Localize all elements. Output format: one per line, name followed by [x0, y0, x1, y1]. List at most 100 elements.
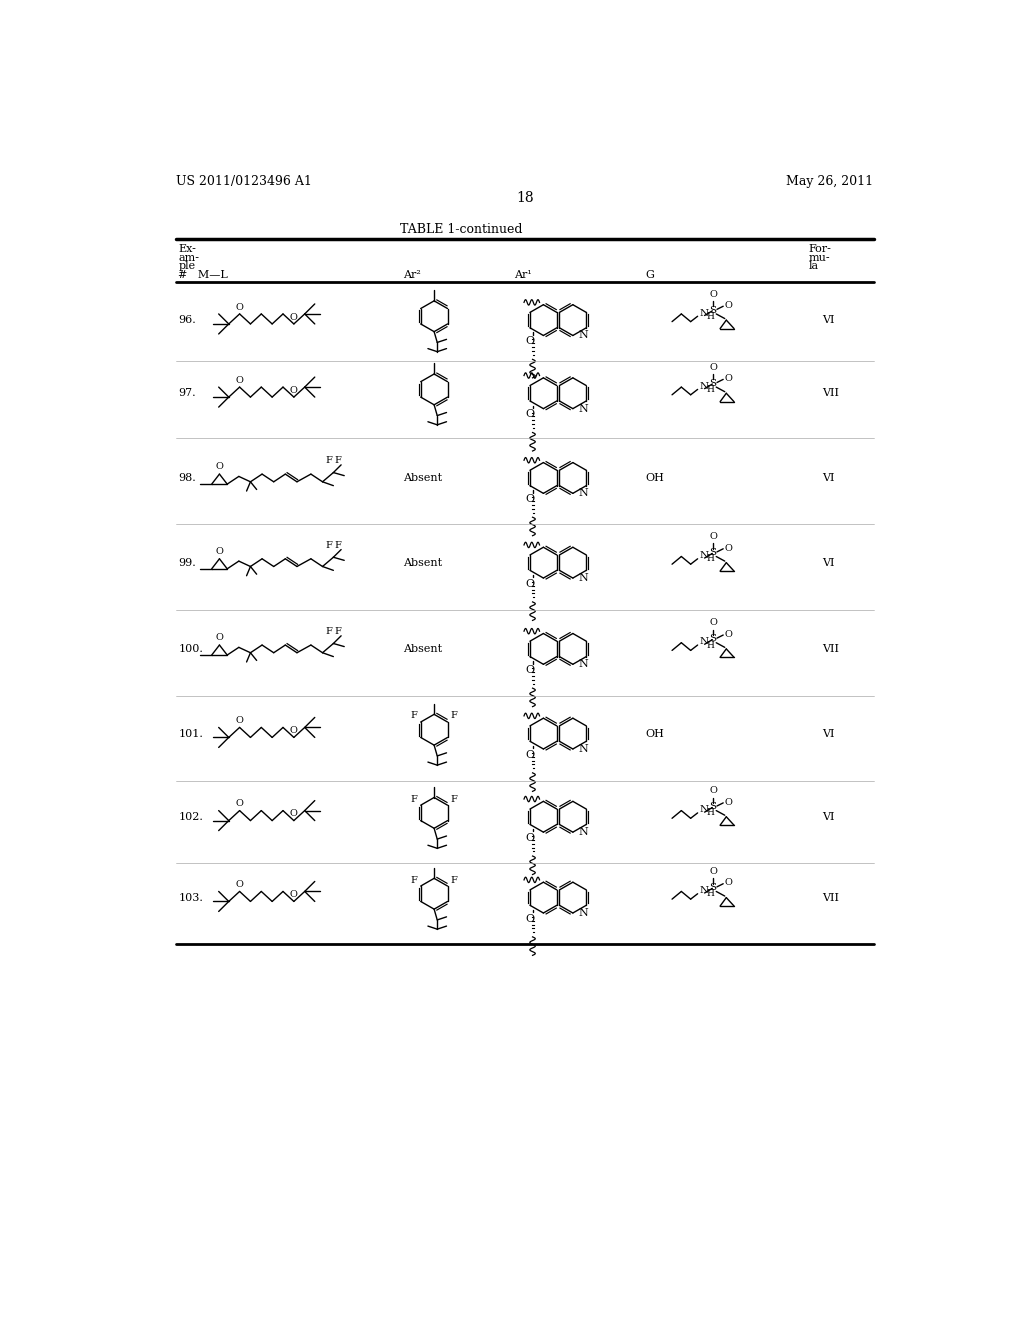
Text: H: H — [707, 312, 714, 321]
Text: O: O — [710, 532, 717, 541]
Text: Ar²: Ar² — [403, 269, 421, 280]
Text: O: O — [525, 494, 534, 504]
Text: OH: OH — [646, 473, 665, 483]
Text: O: O — [710, 787, 717, 795]
Text: O: O — [236, 880, 244, 890]
Text: O: O — [525, 337, 534, 346]
Text: VII: VII — [821, 644, 839, 653]
Text: F: F — [451, 711, 458, 721]
Text: 97.: 97. — [178, 388, 196, 399]
Text: O: O — [215, 634, 223, 642]
Text: H: H — [707, 640, 714, 649]
Text: OH: OH — [646, 729, 665, 739]
Text: F: F — [326, 455, 332, 465]
Text: 101.: 101. — [178, 729, 203, 739]
Text: O: O — [525, 579, 534, 589]
Text: 103.: 103. — [178, 892, 203, 903]
Text: O: O — [290, 385, 298, 395]
Text: 18: 18 — [516, 191, 534, 206]
Text: F: F — [451, 795, 458, 804]
Text: 102.: 102. — [178, 812, 203, 822]
Text: N: N — [579, 828, 588, 837]
Text: N: N — [579, 573, 588, 583]
Text: N: N — [699, 552, 709, 560]
Text: la: la — [809, 261, 818, 271]
Text: O: O — [525, 750, 534, 760]
Text: H: H — [707, 385, 714, 393]
Text: O: O — [710, 618, 717, 627]
Text: Absent: Absent — [403, 644, 442, 653]
Text: N: N — [579, 404, 588, 413]
Text: F: F — [411, 875, 418, 884]
Text: Absent: Absent — [403, 473, 442, 483]
Text: Ar¹: Ar¹ — [514, 269, 531, 280]
Text: O: O — [710, 289, 717, 298]
Text: N: N — [699, 638, 709, 647]
Text: S: S — [710, 548, 717, 557]
Text: O: O — [215, 462, 223, 471]
Text: O: O — [290, 313, 298, 322]
Text: H: H — [707, 554, 714, 564]
Text: N: N — [579, 908, 588, 917]
Text: O: O — [236, 800, 244, 808]
Text: O: O — [725, 630, 732, 639]
Text: #   M—L: # M—L — [178, 269, 228, 280]
Text: VII: VII — [821, 892, 839, 903]
Text: ple: ple — [178, 261, 196, 271]
Text: H: H — [707, 808, 714, 817]
Text: O: O — [725, 879, 732, 887]
Text: VI: VI — [821, 473, 835, 483]
Text: F: F — [335, 627, 341, 636]
Text: VI: VI — [821, 557, 835, 568]
Text: S: S — [710, 379, 717, 388]
Text: US 2011/0123496 A1: US 2011/0123496 A1 — [176, 176, 312, 187]
Text: VI: VI — [821, 812, 835, 822]
Text: VI: VI — [821, 729, 835, 739]
Text: O: O — [725, 797, 732, 807]
Text: TABLE 1-continued: TABLE 1-continued — [400, 223, 522, 236]
Text: F: F — [326, 541, 332, 549]
Text: O: O — [236, 302, 244, 312]
Text: VI: VI — [821, 315, 835, 325]
Text: For-: For- — [809, 244, 831, 255]
Text: O: O — [215, 546, 223, 556]
Text: H: H — [707, 890, 714, 898]
Text: O: O — [290, 890, 298, 899]
Text: O: O — [525, 409, 534, 420]
Text: 99.: 99. — [178, 557, 197, 568]
Text: N: N — [699, 805, 709, 814]
Text: F: F — [335, 455, 341, 465]
Text: N: N — [699, 886, 709, 895]
Text: N: N — [579, 330, 588, 341]
Text: O: O — [236, 376, 244, 385]
Text: N: N — [699, 309, 709, 318]
Text: May 26, 2011: May 26, 2011 — [786, 176, 873, 187]
Text: S: S — [710, 306, 717, 314]
Text: O: O — [290, 809, 298, 818]
Text: 96.: 96. — [178, 315, 197, 325]
Text: O: O — [290, 726, 298, 735]
Text: F: F — [411, 795, 418, 804]
Text: S: S — [710, 883, 717, 892]
Text: Ex-: Ex- — [178, 244, 197, 255]
Text: O: O — [525, 913, 534, 924]
Text: O: O — [525, 833, 534, 843]
Text: O: O — [710, 867, 717, 876]
Text: S: S — [710, 635, 717, 643]
Text: O: O — [725, 301, 732, 310]
Text: mu-: mu- — [809, 252, 830, 263]
Text: VII: VII — [821, 388, 839, 399]
Text: O: O — [725, 544, 732, 553]
Text: 98.: 98. — [178, 473, 197, 483]
Text: F: F — [326, 627, 332, 636]
Text: O: O — [710, 363, 717, 372]
Text: F: F — [451, 875, 458, 884]
Text: O: O — [236, 717, 244, 725]
Text: N: N — [579, 488, 588, 499]
Text: am-: am- — [178, 252, 200, 263]
Text: G: G — [646, 269, 654, 280]
Text: Absent: Absent — [403, 557, 442, 568]
Text: F: F — [411, 711, 418, 721]
Text: O: O — [525, 665, 534, 675]
Text: N: N — [579, 744, 588, 754]
